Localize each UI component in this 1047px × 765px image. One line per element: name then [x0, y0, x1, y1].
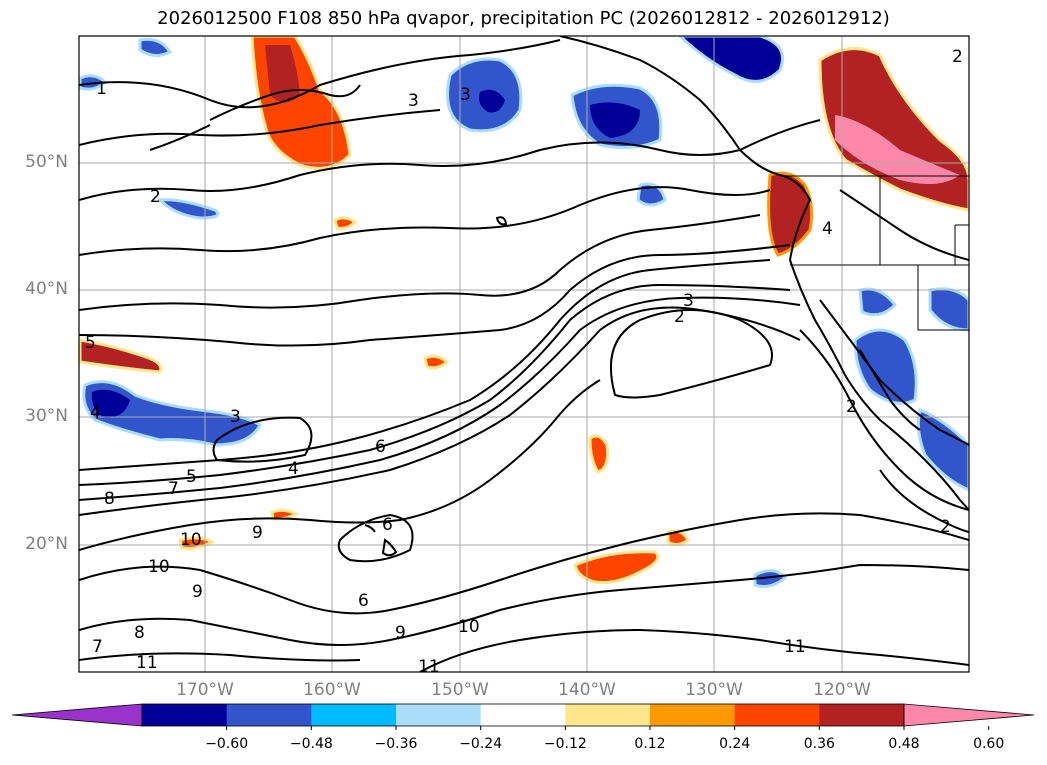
contour-label: 3 — [230, 407, 241, 427]
colorbar-swatch — [734, 704, 820, 726]
precip-negative-areas — [79, 36, 969, 588]
pos-area-hawaii-west — [178, 536, 216, 550]
contour-label: 5 — [186, 467, 197, 487]
colorbar-tick-label: −0.36 — [374, 736, 418, 752]
colorbar-swatch — [396, 704, 482, 726]
contour-label: 3 — [683, 291, 694, 311]
neg-area-pacific-south — [753, 569, 788, 588]
pos-area-small-2 — [423, 354, 450, 370]
precip-positive-areas — [79, 36, 969, 584]
neg-area-w-pacific-core — [91, 389, 130, 418]
contour-label: 4 — [822, 219, 833, 239]
contour-label: 1 — [96, 79, 107, 99]
lat-label: 50°N — [25, 152, 68, 172]
contour-label: 4 — [288, 459, 299, 479]
neg-area-great-basin — [858, 287, 897, 317]
neg-area-north-pacific — [138, 37, 173, 57]
colorbar-swatch — [142, 704, 228, 726]
lat-label: 30°N — [25, 406, 68, 426]
colorbar-extend-min — [11, 703, 143, 727]
contour-label: 9 — [192, 582, 203, 602]
contour-label: 7 — [168, 479, 179, 499]
colorbar-tick-label: −0.60 — [205, 736, 249, 752]
neg-area-mid-lat — [156, 198, 220, 220]
colorbar-tick-label: 0.48 — [888, 736, 920, 752]
colorbar-swatch — [480, 704, 566, 726]
figure-title: 2026012500 F108 850 hPa qvapor, precipit… — [157, 8, 890, 29]
contour-label: 9 — [395, 623, 406, 643]
colorbar-tick-label: 0.60 — [973, 736, 1005, 752]
neg-area-baja — [853, 328, 918, 405]
neg-area-nw-coast-core — [590, 102, 640, 138]
neg-area-bc — [636, 182, 667, 207]
contour-label: 6 — [358, 591, 369, 611]
neg-area-gulf-alaska-core — [479, 89, 505, 113]
contour-label: 8 — [134, 623, 145, 643]
pos-area-small-1 — [333, 216, 358, 230]
contour-label: 11 — [136, 653, 158, 673]
lon-label: 140°W — [558, 680, 616, 700]
colorbar-swatch — [819, 704, 905, 726]
graticule — [79, 36, 969, 672]
lon-label: 170°W — [176, 680, 234, 700]
contour-label: 3 — [460, 85, 471, 105]
contour-label: 5 — [85, 333, 96, 353]
lon-label: 150°W — [431, 680, 489, 700]
colorbar-tick-label: 0.24 — [719, 736, 751, 752]
pos-area-pnw-pink — [835, 115, 960, 184]
pos-area-central — [588, 434, 610, 474]
contour-label: 2 — [674, 307, 685, 327]
borders — [785, 175, 969, 331]
colorbar-swatch — [226, 704, 312, 726]
contour-label: 11 — [418, 657, 440, 677]
colorbar-extend-max — [903, 703, 1035, 727]
lon-label: 120°W — [813, 680, 871, 700]
contour-label: 6 — [375, 437, 386, 457]
contour-label: 2 — [150, 187, 161, 207]
pos-area-sw-pacific — [79, 338, 163, 374]
pos-area-oregon — [767, 171, 814, 257]
qvapor-contours — [79, 39, 969, 672]
neg-area-mexico — [916, 407, 969, 492]
colorbar-tick-label: −0.12 — [543, 736, 587, 752]
contour-label: 3 — [408, 91, 419, 111]
lat-label: 40°N — [25, 279, 68, 299]
contour-label: 2 — [952, 47, 963, 67]
contour-label: 8 — [104, 489, 115, 509]
contour-label: 10 — [148, 557, 170, 577]
lat-label: 20°N — [25, 534, 68, 554]
colorbar-tick-label: 0.36 — [803, 736, 835, 752]
neg-area-w-pacific — [82, 380, 262, 447]
contour-label: 10 — [180, 530, 202, 550]
lon-label: 160°W — [303, 680, 361, 700]
colorbar-border — [141, 703, 905, 727]
contour-label: 2 — [940, 517, 951, 537]
contour-label: 7 — [92, 637, 103, 657]
map-frame — [78, 35, 970, 673]
colorbar-swatch — [311, 704, 397, 726]
contour-label: 9 — [252, 523, 263, 543]
contour-label: 6 — [382, 515, 393, 535]
neg-area-rockies — [928, 287, 969, 332]
coastlines — [149, 36, 969, 557]
contour-label: 2 — [846, 397, 857, 417]
colorbar-tick-label: −0.48 — [289, 736, 333, 752]
colorbar-tick-label: 0.12 — [634, 736, 666, 752]
colorbar — [11, 703, 1035, 730]
colorbar-tick-label: −0.24 — [459, 736, 503, 752]
colorbar-swatch — [650, 704, 736, 726]
contour-labels: 1 2 3 3 5 4 3 6 4 5 7 8 10 10 9 6 9 9 6 … — [85, 47, 963, 677]
pos-area-alaska-pen-core — [265, 45, 300, 103]
lon-label: 130°W — [685, 680, 743, 700]
neg-area-se-alaska — [677, 36, 784, 83]
colorbar-swatch — [565, 704, 651, 726]
contour-label: 11 — [784, 637, 806, 657]
contour-label: 10 — [458, 617, 480, 637]
contour-label: 4 — [90, 403, 101, 423]
